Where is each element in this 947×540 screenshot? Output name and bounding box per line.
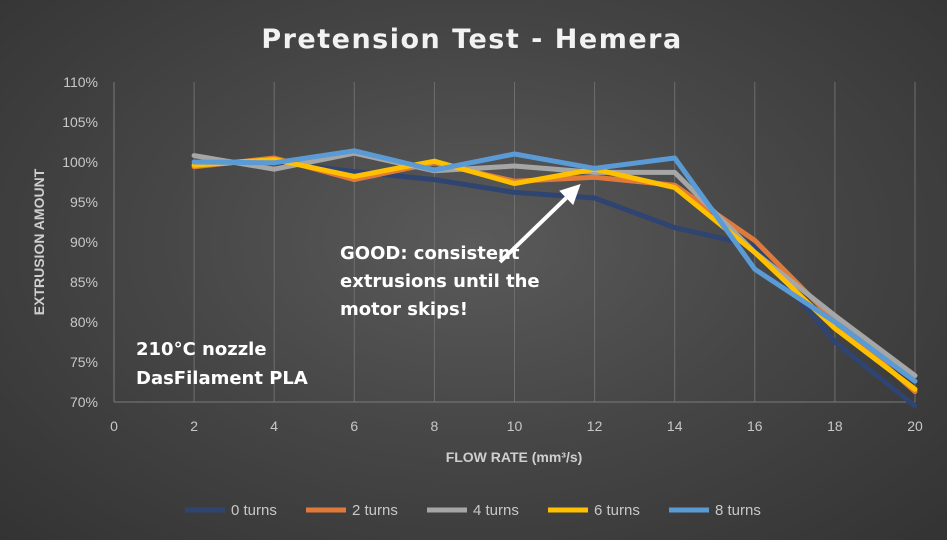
x-tick-label: 2 bbox=[190, 418, 198, 434]
legend-item: 6 turns bbox=[548, 502, 640, 519]
legend-item: 8 turns bbox=[669, 502, 761, 519]
annotation-nozzle-line-1: 210°C nozzle bbox=[136, 339, 267, 360]
legend-label: 2 turns bbox=[352, 502, 398, 519]
annotation-good: GOOD: consistent extrusions until the mo… bbox=[340, 184, 581, 320]
arrow-head bbox=[559, 184, 581, 206]
x-tick-label: 18 bbox=[827, 418, 843, 434]
legend-item: 2 turns bbox=[306, 502, 398, 519]
annotation-good-line-2: extrusions until the bbox=[340, 271, 540, 292]
y-tick-label: 90% bbox=[70, 234, 98, 250]
y-tick-label: 70% bbox=[70, 394, 98, 410]
y-tick-label: 95% bbox=[70, 194, 98, 210]
y-tick-label: 100% bbox=[62, 154, 98, 170]
annotation-nozzle-line-2: DasFilament PLA bbox=[136, 368, 308, 389]
legend-item: 0 turns bbox=[185, 502, 277, 519]
x-axis-label: FLOW RATE (mm³/s) bbox=[446, 449, 583, 465]
legend-label: 8 turns bbox=[715, 502, 761, 519]
annotation-arrow bbox=[498, 184, 581, 264]
series-line-6-turns bbox=[191, 157, 918, 392]
y-axis-label: EXTRUSION AMOUNT bbox=[31, 168, 47, 315]
y-tick-label: 105% bbox=[62, 114, 98, 130]
series-line-4-turns bbox=[191, 150, 918, 379]
annotation-good-line-3: motor skips! bbox=[340, 299, 468, 320]
legend-label: 4 turns bbox=[473, 502, 519, 519]
y-tick-label: 80% bbox=[70, 314, 98, 330]
legend-item: 4 turns bbox=[427, 502, 519, 519]
x-tick-label: 16 bbox=[747, 418, 763, 434]
annotation-good-line-1: GOOD: consistent bbox=[340, 243, 520, 264]
legend-label: 6 turns bbox=[594, 502, 640, 519]
x-tick-label: 6 bbox=[350, 418, 358, 434]
x-tick-label: 14 bbox=[667, 418, 683, 434]
annotation-nozzle: 210°C nozzle DasFilament PLA bbox=[136, 339, 308, 389]
x-tick-label: 20 bbox=[907, 418, 923, 434]
series-line-8-turns bbox=[191, 148, 918, 384]
chart-title: Pretension Test - Hemera bbox=[261, 24, 682, 55]
x-tick-label: 10 bbox=[507, 418, 523, 434]
x-tick-label: 0 bbox=[110, 418, 118, 434]
series-lines bbox=[191, 148, 918, 409]
x-tick-label: 4 bbox=[270, 418, 278, 434]
axes bbox=[113, 82, 915, 403]
y-tick-label: 110% bbox=[63, 74, 98, 90]
y-axis-ticks: 70% 75% 80% 85% 90% 95% 100% 105% 110% bbox=[62, 74, 98, 410]
x-tick-label: 12 bbox=[587, 418, 603, 434]
vertical-gridlines bbox=[193, 82, 916, 402]
y-tick-label: 85% bbox=[70, 274, 98, 290]
x-axis-ticks: 0 2 4 6 8 10 12 14 16 18 20 bbox=[110, 418, 923, 434]
legend-label: 0 turns bbox=[231, 502, 277, 519]
y-tick-label: 75% bbox=[70, 354, 98, 370]
legend: 0 turns 2 turns 4 turns 6 turns 8 turns bbox=[185, 502, 761, 519]
arrow-shaft bbox=[498, 196, 568, 264]
x-tick-label: 8 bbox=[431, 418, 439, 434]
